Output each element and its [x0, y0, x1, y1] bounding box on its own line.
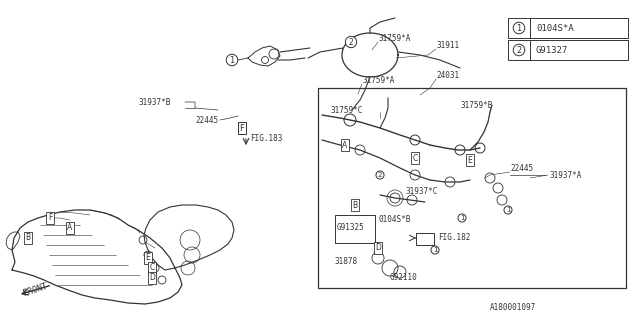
Text: 2: 2	[516, 45, 522, 54]
Text: 1: 1	[433, 247, 437, 253]
Text: 1: 1	[460, 215, 464, 221]
Text: 31937*A: 31937*A	[550, 171, 582, 180]
Text: 31878: 31878	[334, 258, 357, 267]
Text: B: B	[353, 201, 358, 210]
Text: 31759*C: 31759*C	[330, 106, 362, 115]
Bar	[335, 215, 375, 243]
Text: 22445: 22445	[195, 116, 218, 124]
Text: 31759*A: 31759*A	[362, 76, 394, 84]
Text: 31759*A: 31759*A	[378, 34, 410, 43]
Text: 2: 2	[378, 172, 382, 178]
Text: E: E	[468, 156, 472, 164]
Bar	[416, 233, 434, 245]
Text: 1: 1	[229, 55, 235, 65]
Text: 1: 1	[516, 23, 522, 33]
Text: FRONT: FRONT	[22, 282, 49, 298]
Text: G91327: G91327	[536, 45, 568, 54]
Bar	[508, 18, 628, 38]
Text: 24031: 24031	[436, 70, 459, 79]
Text: FIG.183: FIG.183	[250, 133, 282, 142]
Text: 1: 1	[506, 207, 510, 213]
Text: 31937*B: 31937*B	[138, 98, 170, 107]
Text: 0104S*B: 0104S*B	[378, 215, 410, 225]
Text: D: D	[149, 274, 155, 283]
Text: 31911: 31911	[436, 41, 459, 50]
Text: G91325: G91325	[337, 223, 365, 233]
Text: C: C	[149, 263, 155, 273]
Bar	[508, 40, 628, 60]
Text: G92110: G92110	[390, 274, 418, 283]
Text: D: D	[375, 244, 381, 252]
Text: A: A	[342, 140, 348, 149]
Text: FIG.182: FIG.182	[438, 234, 470, 243]
Text: F: F	[48, 213, 52, 222]
Text: C: C	[412, 154, 418, 163]
Bar	[318, 88, 626, 288]
Text: E: E	[146, 253, 150, 262]
Text: A180001097: A180001097	[490, 303, 536, 313]
Text: A: A	[67, 223, 72, 233]
Text: 22445: 22445	[510, 164, 533, 172]
Text: 0104S*A: 0104S*A	[536, 23, 573, 33]
Text: 31759*B: 31759*B	[460, 100, 492, 109]
Text: F: F	[239, 124, 244, 132]
Text: 31937*C: 31937*C	[405, 188, 437, 196]
Text: B: B	[26, 234, 31, 243]
Text: 2: 2	[349, 37, 353, 46]
